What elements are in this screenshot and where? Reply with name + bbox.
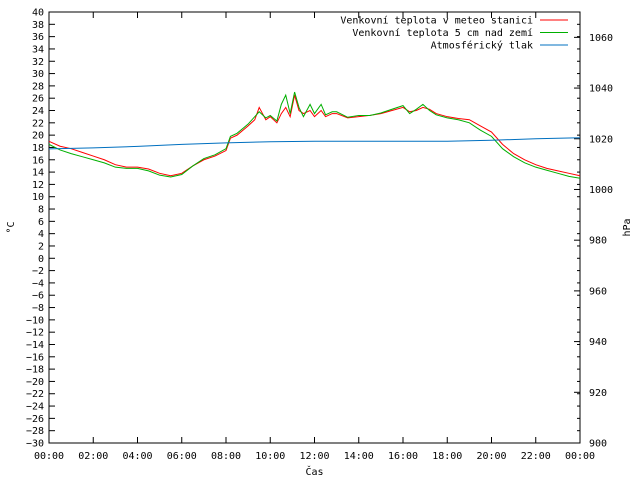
y-left-tick-label: −16 <box>26 352 44 363</box>
y-left-tick-label: −30 <box>26 439 44 450</box>
y-left-tick-label: −28 <box>26 426 44 437</box>
x-axis-ticks: 00:00 02:00 04:00 06:00 08:00 10:00 12:00 14:00… <box>34 12 595 462</box>
right-axis-ticks: 900 920 940 960 980 1000 1020 1040 1060 <box>574 33 613 450</box>
y-left-tick-label: 34 <box>32 44 44 55</box>
y-right-tick-label: 920 <box>589 388 607 399</box>
y-left-tick-label: 22 <box>32 118 44 129</box>
y-left-tick-label: 18 <box>32 143 44 154</box>
legend-label-3: Atmosférický tlak <box>431 40 533 52</box>
y-axis-label-left: °C <box>6 221 17 233</box>
y-right-tick-label: 900 <box>589 439 607 450</box>
x-tick-label: 00:00 <box>565 451 595 462</box>
series-line-2 <box>48 91 581 179</box>
y-right-tick-label: 960 <box>589 286 607 297</box>
y-left-tick-label: 8 <box>38 205 44 216</box>
y-left-tick-label: −8 <box>32 303 44 314</box>
y-left-tick-label: 28 <box>32 81 44 92</box>
y-left-tick-label: −4 <box>32 278 44 289</box>
y-left-tick-label: 38 <box>32 20 44 31</box>
x-tick-label: 20:00 <box>476 451 506 462</box>
y-left-tick-label: −10 <box>26 315 44 326</box>
legend: Venkovní teplota v meteo staniciVenkovní… <box>340 15 568 52</box>
x-tick-label: 06:00 <box>167 451 197 462</box>
x-tick-label: 10:00 <box>255 451 285 462</box>
plot-frame <box>48 11 581 444</box>
y-left-tick-label: 2 <box>38 241 44 252</box>
y-right-tick-label: 1040 <box>589 84 613 95</box>
y-left-tick-label: −22 <box>26 389 44 400</box>
x-tick-label: 12:00 <box>299 451 329 462</box>
y-left-tick-label: −2 <box>32 266 44 277</box>
x-tick-label: 04:00 <box>122 451 152 462</box>
y-left-tick-label: −14 <box>26 340 44 351</box>
series-layer <box>48 91 581 179</box>
y-left-tick-label: −26 <box>26 414 44 425</box>
y-left-tick-label: −20 <box>26 377 44 388</box>
y-left-tick-label: 12 <box>32 180 44 191</box>
y-left-tick-label: 14 <box>32 168 44 179</box>
left-axis-ticks: −30−28−26−24−22−20−18−16−14−12−10−8−6−4−… <box>26 8 580 450</box>
y-left-tick-label: 16 <box>32 155 44 166</box>
y-left-tick-label: 40 <box>32 8 44 19</box>
y-axis-label-right: hPa <box>622 218 633 236</box>
y-left-tick-label: 32 <box>32 57 44 68</box>
y-left-tick-label: 4 <box>38 229 44 240</box>
x-axis-label: Čas <box>305 465 323 478</box>
y-left-tick-label: 20 <box>32 131 44 142</box>
x-tick-label: 16:00 <box>388 451 418 462</box>
y-left-tick-label: 26 <box>32 94 44 105</box>
y-right-tick-label: 1020 <box>589 134 613 145</box>
x-tick-label: 08:00 <box>211 451 241 462</box>
x-tick-label: 14:00 <box>344 451 374 462</box>
x-tick-label: 22:00 <box>521 451 551 462</box>
y-left-tick-label: 6 <box>38 217 44 228</box>
y-left-tick-label: −12 <box>26 328 44 339</box>
y-left-tick-label: 10 <box>32 192 44 203</box>
y-left-tick-label: −24 <box>26 402 44 413</box>
y-left-tick-label: −6 <box>32 291 44 302</box>
legend-label-1: Venkovní teplota v meteo stanici <box>340 15 533 27</box>
y-right-tick-label: 1000 <box>589 185 613 196</box>
y-left-tick-label: 0 <box>38 254 44 265</box>
y-right-tick-label: 980 <box>589 236 607 247</box>
legend-label-2: Venkovní teplota 5 cm nad zemí <box>352 27 533 39</box>
y-left-tick-label: 36 <box>32 32 44 43</box>
series-line-1 <box>48 94 581 177</box>
x-tick-label: 18:00 <box>432 451 462 462</box>
y-left-tick-label: −18 <box>26 365 44 376</box>
x-tick-label: 00:00 <box>34 451 64 462</box>
y-left-tick-label: 30 <box>32 69 44 80</box>
y-right-tick-label: 940 <box>589 337 607 348</box>
series-line-3 <box>48 137 581 150</box>
y-left-tick-label: 24 <box>32 106 44 117</box>
y-right-tick-label: 1060 <box>589 33 613 44</box>
x-tick-label: 02:00 <box>78 451 108 462</box>
